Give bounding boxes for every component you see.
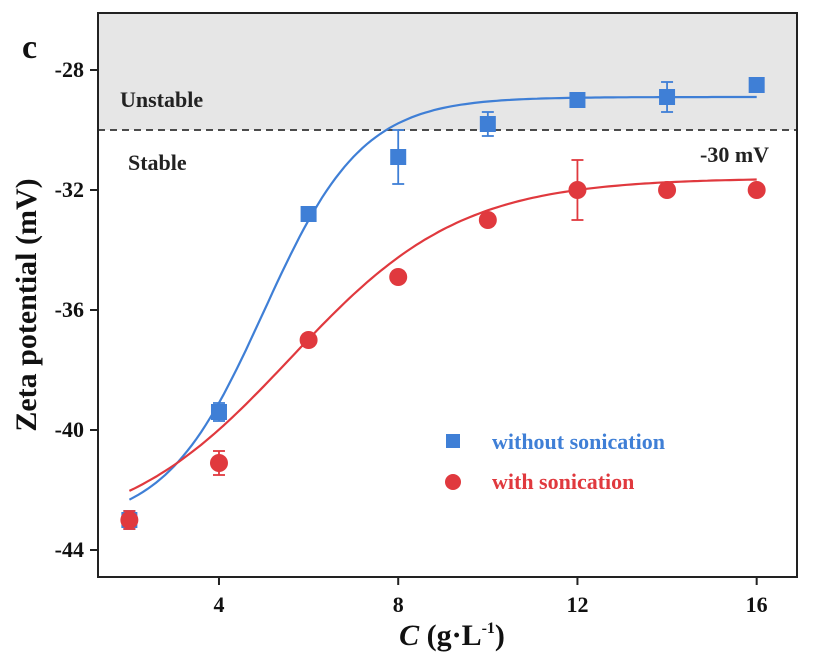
- y-axis-title: Zeta potential (mV): [10, 178, 43, 431]
- unstable-region-shade: [98, 13, 797, 130]
- stable-region-label: Stable: [128, 150, 187, 175]
- legend-label-with: with sonication: [492, 469, 634, 494]
- data-point-with: [658, 181, 677, 199]
- y-tick-label: -32: [55, 177, 84, 202]
- data-point-without: [300, 206, 317, 222]
- data-points-layer: [120, 77, 766, 530]
- data-point-without: [210, 404, 227, 420]
- x-axis-title-exponent: -1: [482, 620, 495, 637]
- x-axis-title-units: (g·L: [419, 619, 482, 652]
- legend: without sonication with sonication: [445, 429, 665, 494]
- plot-frame: [97, 12, 798, 578]
- x-tick-label: 12: [566, 592, 588, 617]
- data-point-with: [568, 181, 587, 199]
- data-point-with: [120, 511, 139, 529]
- fit-curve-without: [128, 95, 757, 501]
- x-tick-label: 4: [213, 592, 224, 617]
- threshold-label: -30 mV: [700, 142, 769, 167]
- data-point-without: [390, 149, 407, 165]
- legend-label-without: without sonication: [492, 429, 665, 454]
- x-tick-label: 8: [393, 592, 404, 617]
- data-point-with: [389, 268, 408, 286]
- data-point-without: [569, 92, 586, 108]
- data-point-with: [478, 211, 497, 229]
- data-point-without: [748, 77, 765, 93]
- y-tick-label: -44: [55, 537, 84, 562]
- data-point-with: [209, 454, 228, 472]
- legend-marker-without: [446, 434, 460, 448]
- data-point-with: [299, 331, 318, 349]
- legend-marker-with: [445, 474, 461, 490]
- x-axis-title: C (g·L-1): [399, 619, 505, 652]
- y-tick-label: -36: [55, 297, 84, 322]
- x-axis-title-variable: C: [399, 619, 420, 652]
- panel-label: c: [22, 29, 37, 66]
- x-tick-label: 16: [746, 592, 768, 617]
- y-tick-label: -40: [55, 417, 84, 442]
- fit-curves-layer: [128, 95, 757, 501]
- y-tick-label: -28: [55, 57, 84, 82]
- unstable-region-label: Unstable: [120, 87, 203, 112]
- data-point-without: [659, 89, 676, 105]
- ticks-layer: 4 8 12 16 -28 -32 -36 -40 -44: [55, 57, 768, 617]
- x-axis-title-close: ): [495, 619, 505, 652]
- data-point-without: [479, 116, 496, 132]
- unstable-region-layer: [98, 13, 797, 131]
- data-point-with: [747, 181, 766, 199]
- fit-curve-with: [128, 178, 757, 492]
